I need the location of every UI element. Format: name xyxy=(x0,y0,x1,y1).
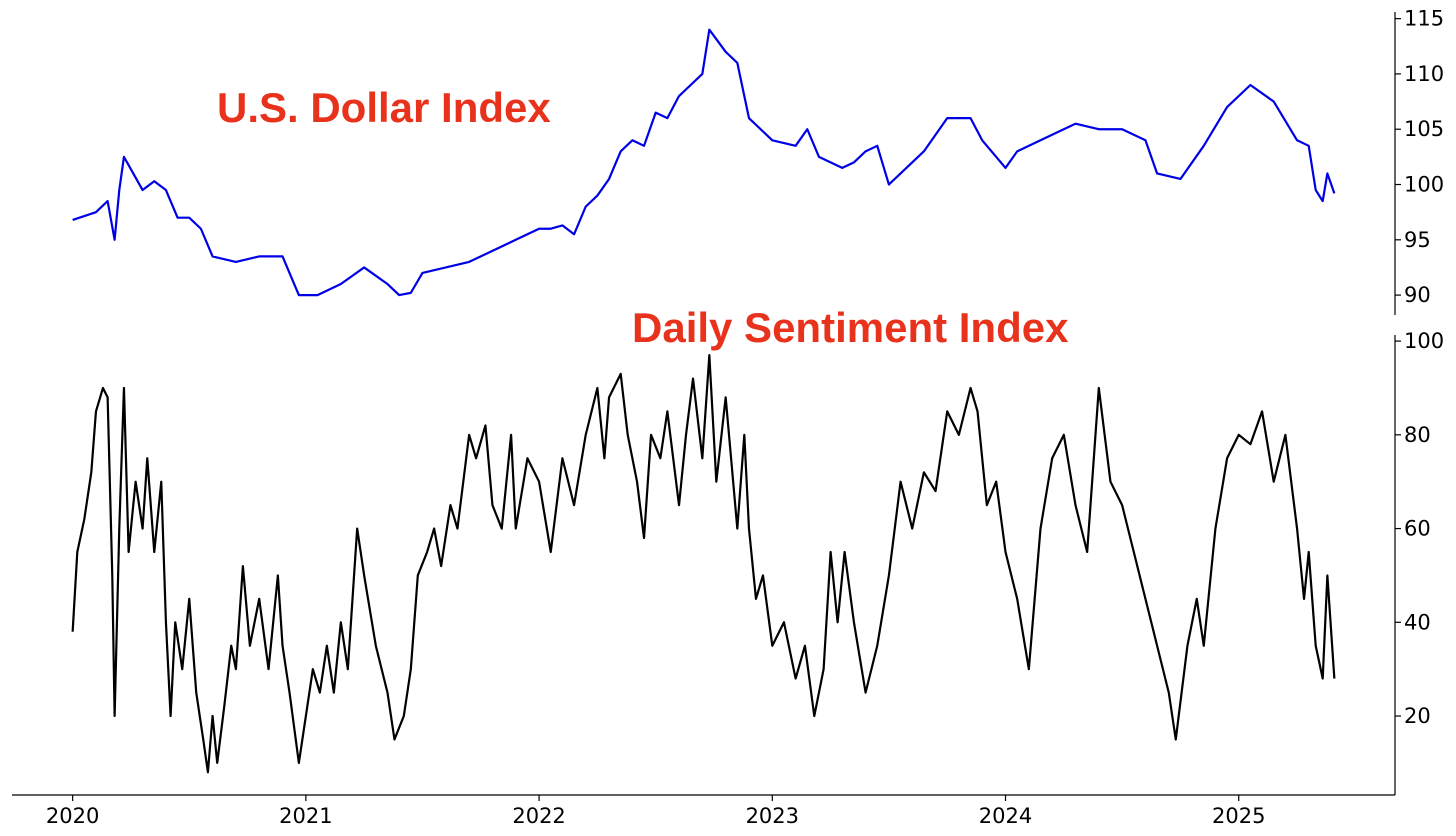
data-line xyxy=(72,28,1336,297)
y-tick-label: 100 xyxy=(1404,329,1444,353)
y-tick-label: 40 xyxy=(1404,610,1431,634)
x-tick-label: 2023 xyxy=(746,804,799,828)
y-tick-label: 20 xyxy=(1404,704,1431,728)
y-tick-label: 105 xyxy=(1404,117,1444,141)
chart-title: Daily Sentiment Index xyxy=(632,304,1069,351)
y-tick-label: 95 xyxy=(1404,228,1431,252)
chart-title: U.S. Dollar Index xyxy=(217,84,551,131)
y-tick-label: 80 xyxy=(1404,423,1431,447)
y-tick-label: 90 xyxy=(1404,283,1431,307)
y-tick-label: 100 xyxy=(1404,173,1444,197)
x-tick-label: 2020 xyxy=(46,804,99,828)
y-tick-label: 60 xyxy=(1404,517,1431,541)
x-tick-label: 2024 xyxy=(979,804,1032,828)
x-tick-label: 2025 xyxy=(1212,804,1265,828)
x-tick-label: 2021 xyxy=(279,804,332,828)
y-tick-label: 110 xyxy=(1404,62,1444,86)
y-tick-label: 115 xyxy=(1404,7,1444,31)
data-line xyxy=(71,354,1336,774)
x-tick-label: 2022 xyxy=(512,804,565,828)
